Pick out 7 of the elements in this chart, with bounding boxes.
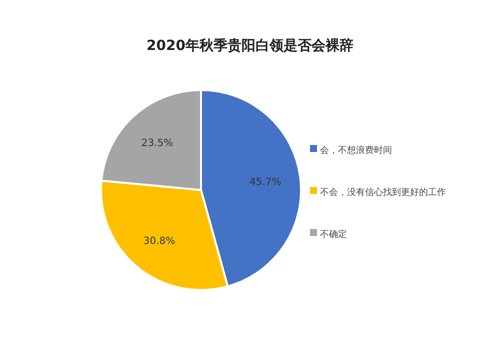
- data-label: 23.5%: [141, 138, 174, 149]
- data-label: 45.7%: [250, 177, 282, 188]
- legend-label: 不确定: [320, 229, 347, 240]
- data-label: 30.8%: [143, 236, 176, 247]
- legend-label: 不会，没有信心找到更好的工作: [320, 187, 446, 198]
- legend-label: 会，不想浪费时间: [320, 145, 392, 156]
- chart-title: 2020年秋季贵阳白领是否会裸辞: [146, 37, 354, 54]
